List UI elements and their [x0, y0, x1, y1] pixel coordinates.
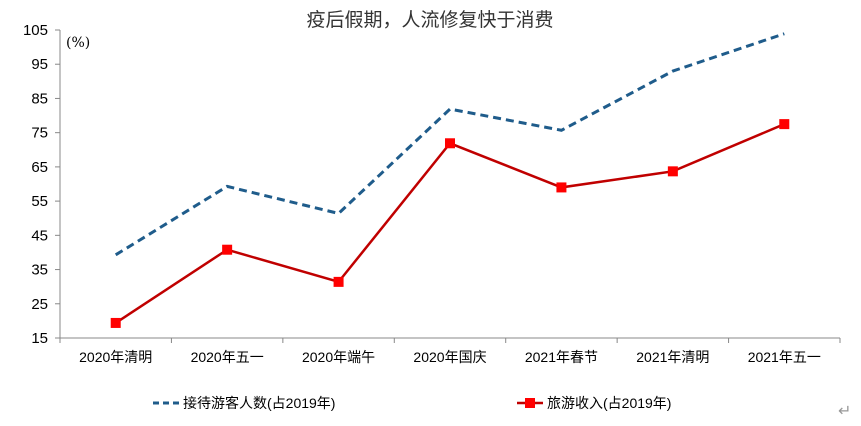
y-tick-label: 75: [31, 125, 48, 142]
legend-label: 接待游客人数(占2019年): [183, 395, 335, 411]
data-point: [445, 138, 455, 149]
y-tick-label: 55: [31, 193, 48, 210]
return-mark: ↵: [838, 403, 851, 420]
data-point: [779, 119, 790, 130]
x-tick-label: 2020年清明: [79, 349, 152, 365]
x-tick-label: 2020年端午: [302, 349, 375, 365]
series-line-1: [115, 122, 785, 324]
x-tick-label: 2021年清明: [636, 349, 709, 365]
y-tick-label: 105: [23, 22, 48, 39]
y-tick-label: 15: [31, 330, 48, 347]
y-tick-label: 85: [31, 90, 48, 107]
x-tick-label: 2020年五一: [191, 349, 264, 365]
y-tick-label: 45: [31, 227, 48, 244]
data-point: [667, 166, 678, 177]
x-tick-label: 2021年五一: [748, 349, 821, 365]
data-point: [110, 317, 121, 328]
y-tick-label: 65: [31, 159, 48, 176]
chart-title: 疫后假期，人流修复快于消费: [306, 9, 553, 31]
x-tick-label: 2021年春节: [525, 349, 598, 365]
unit-label: (%): [66, 35, 90, 51]
series-line-0: [114, 32, 785, 257]
legend-marker: [525, 398, 535, 408]
legend-label: 旅游收入(占2019年): [547, 395, 671, 411]
y-tick-label: 25: [31, 296, 48, 313]
data-point: [556, 182, 567, 193]
x-tick-label: 2020年国庆: [413, 349, 486, 365]
y-tick-label: 95: [31, 56, 48, 73]
data-point: [333, 276, 344, 287]
y-tick-label: 35: [31, 262, 48, 279]
data-point: [222, 244, 233, 255]
